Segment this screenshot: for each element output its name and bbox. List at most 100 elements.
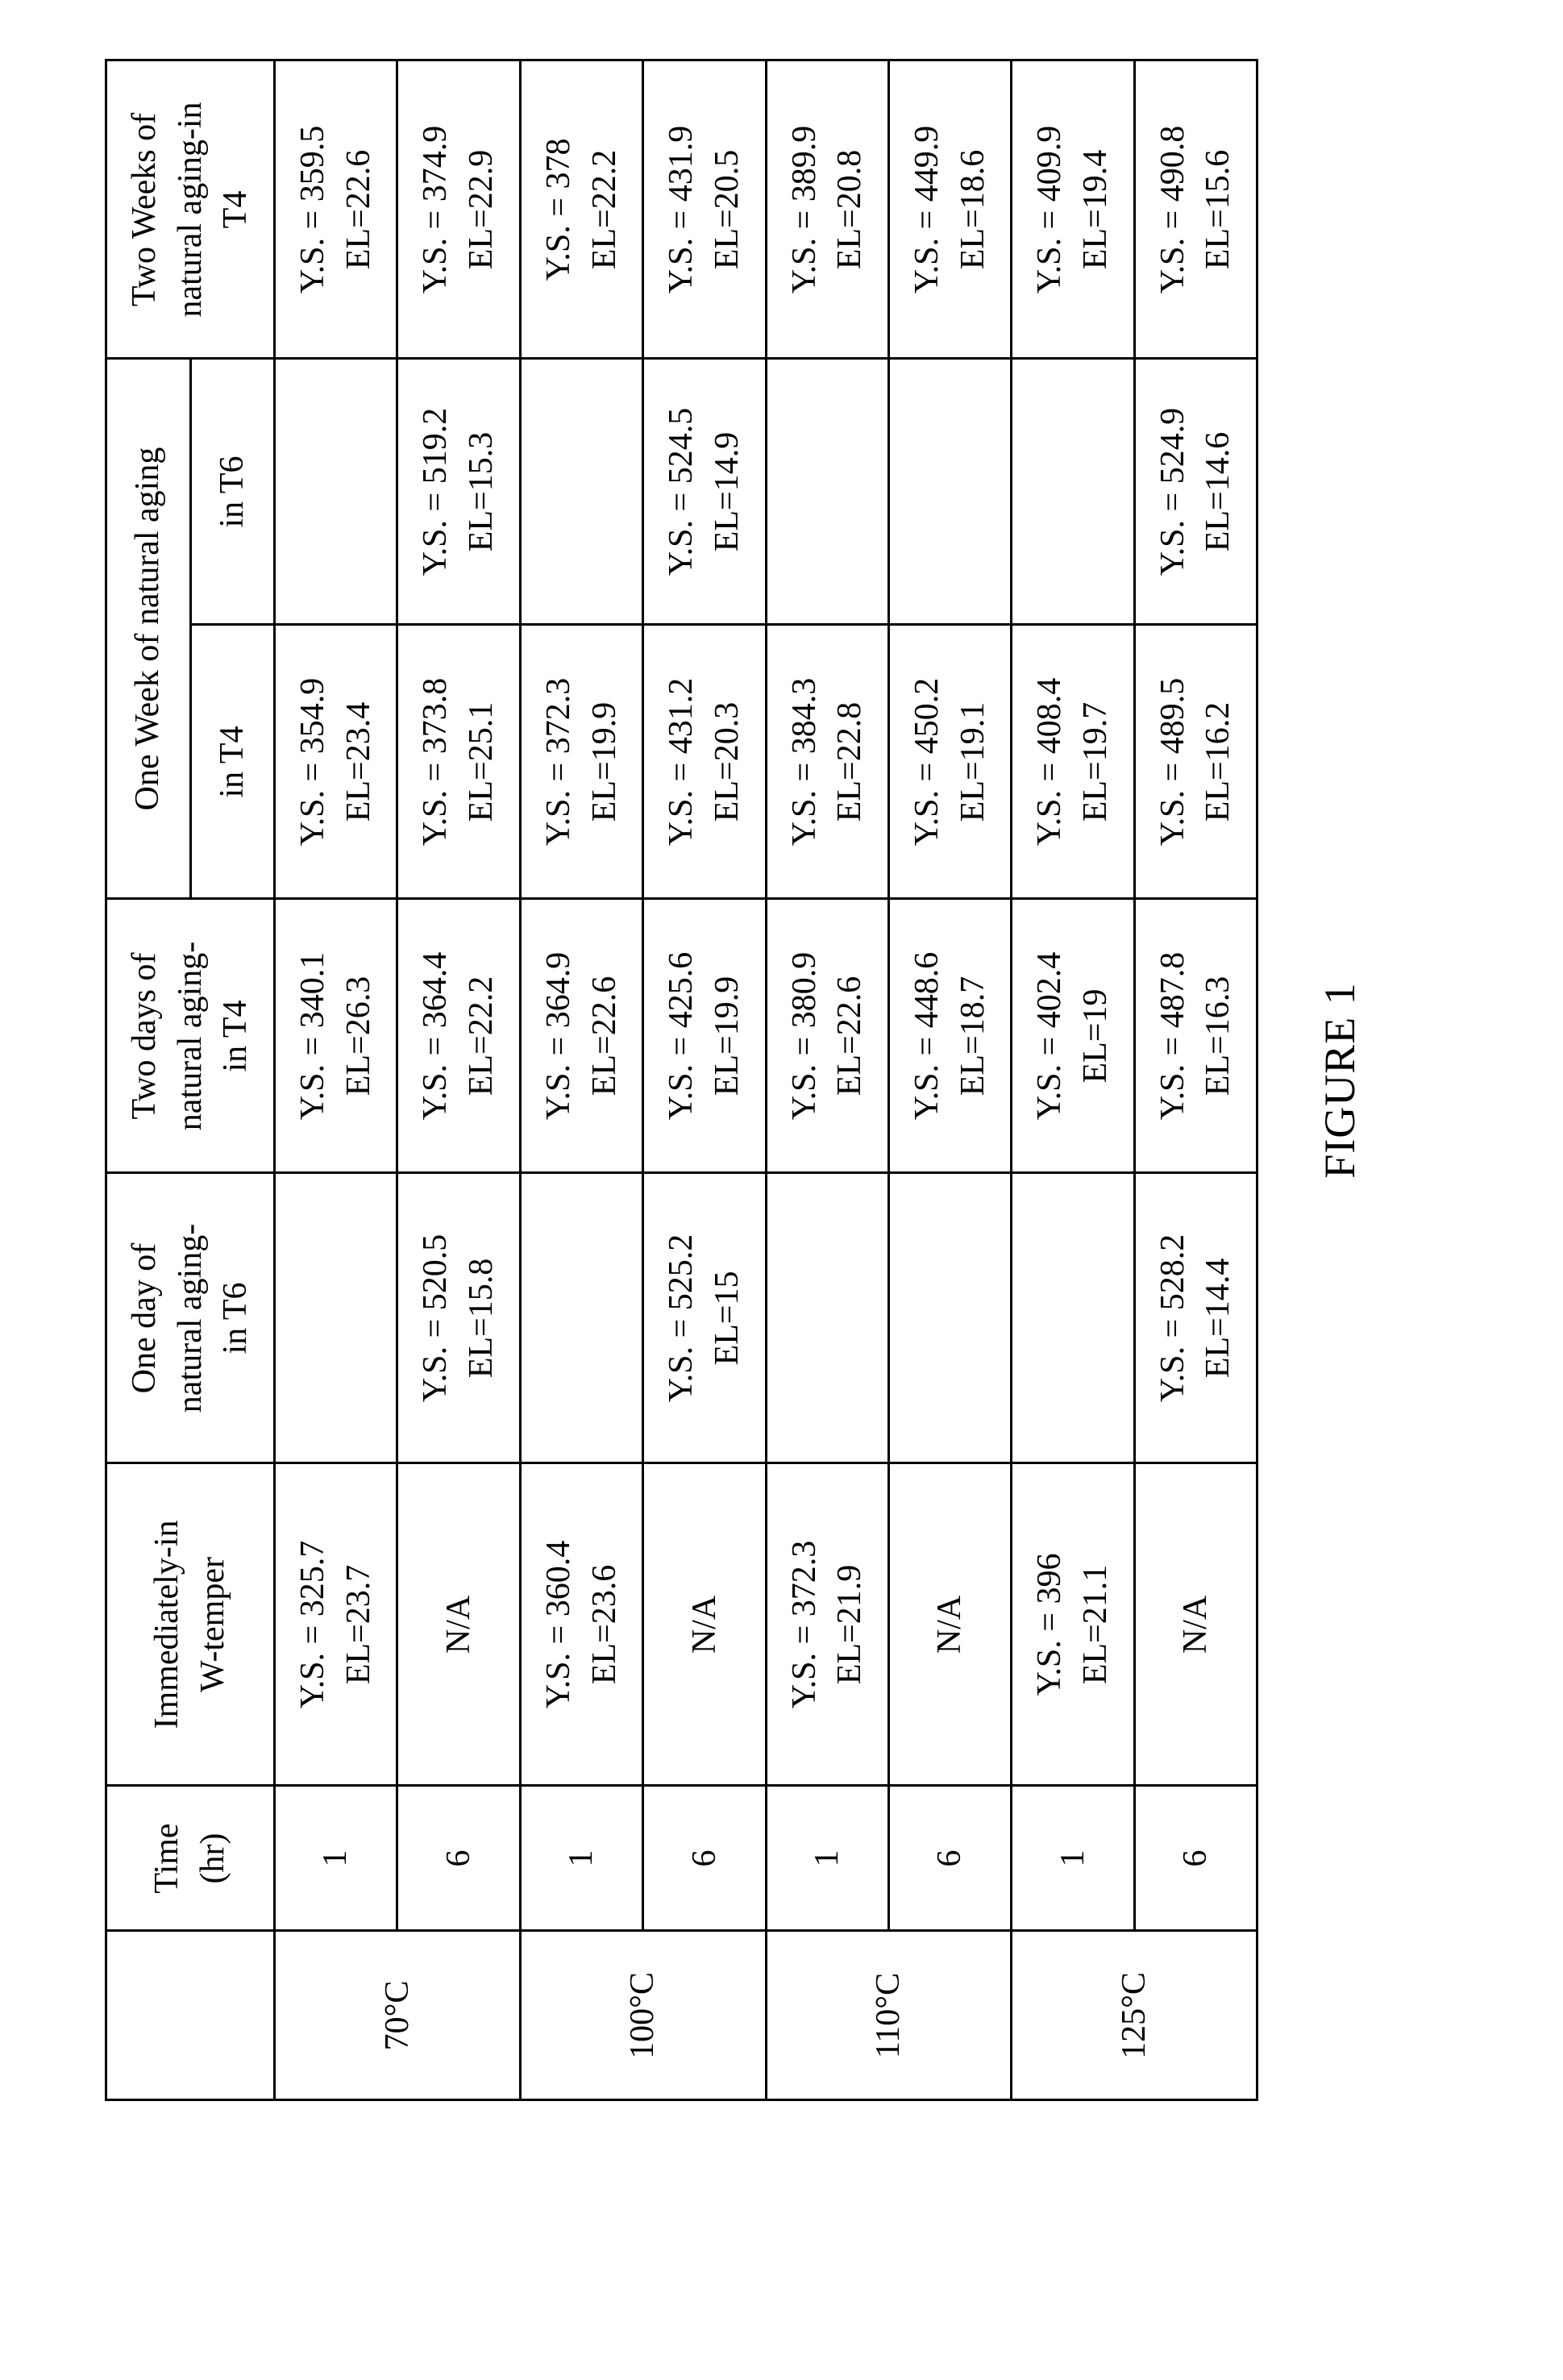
cell-el: EL=14.4 — [1195, 1181, 1241, 1456]
cell-el: EL=26.3 — [336, 907, 382, 1166]
cell-ys: Y.S. = 340.1 — [290, 907, 336, 1166]
cell-one-day-t6 — [888, 1173, 1011, 1463]
cell-temp: 100°C — [520, 1931, 766, 2100]
cell-two-weeks-t4: Y.S. = 378 EL=22.2 — [520, 60, 642, 359]
cell-ys: Y.S. = 359.5 — [290, 69, 336, 352]
cell-time: 6 — [643, 1786, 766, 1931]
cell-ys: Y.S. = 408.4 — [1027, 633, 1073, 892]
cell-time: 1 — [1012, 1786, 1134, 1931]
cell-one-week-t4: Y.S. = 372.3 EL=19.9 — [520, 625, 642, 899]
cell-ys: Y.S. = 402.4 — [1027, 907, 1073, 1166]
cell-time: 1 — [766, 1786, 888, 1931]
cell-two-weeks-t4: Y.S. = 449.9 EL=18.6 — [888, 60, 1011, 359]
header-two-days-t4-l3: in T4 — [217, 1000, 254, 1071]
cell-two-days-t4: Y.S. = 448.6 EL=18.7 — [888, 899, 1011, 1173]
cell-el: EL=15.3 — [459, 367, 505, 618]
cell-temp: 125°C — [1012, 1931, 1257, 2100]
cell-el: EL=21.1 — [1073, 1471, 1119, 1779]
cell-ys: Y.S. = 524.5 — [659, 367, 705, 618]
cell-ys: Y.S. = 431.2 — [659, 633, 705, 892]
cell-two-weeks-t4: Y.S. = 389.9 EL=20.8 — [766, 60, 888, 359]
cell-ys: Y.S. = 524.9 — [1150, 367, 1196, 618]
header-immediate: Immediately-in W-temper — [106, 1463, 275, 1786]
cell-two-weeks-t4: Y.S. = 359.5 EL=22.6 — [275, 60, 397, 359]
cell-ys: Y.S. = 487.8 — [1150, 907, 1196, 1166]
cell-ys: Y.S. = 520.5 — [413, 1181, 459, 1456]
header-two-weeks-t4-l1: Two Weeks of — [126, 113, 163, 306]
cell-ys: Y.S. = 528.2 — [1150, 1181, 1196, 1456]
cell-el: EL=20.5 — [705, 69, 750, 352]
cell-two-days-t4: Y.S. = 364.9 EL=22.6 — [520, 899, 642, 1173]
table-row: 100°C 1 Y.S. = 360.4 EL=23.6 Y.S. = 364.… — [520, 60, 642, 2100]
cell-ys: Y.S. = 489.5 — [1150, 633, 1196, 892]
cell-immediate: Y.S. = 360.4 EL=23.6 — [520, 1463, 642, 1786]
cell-el: EL=22.2 — [459, 907, 505, 1166]
cell-el: EL=15.8 — [459, 1181, 505, 1456]
cell-two-days-t4: Y.S. = 487.8 EL=16.3 — [1134, 899, 1257, 1173]
header-time-l2: (hr) — [194, 1833, 231, 1884]
header-blank — [106, 1931, 275, 2100]
cell-ys: Y.S. = 396 — [1027, 1471, 1073, 1779]
cell-one-week-t6: Y.S. = 524.5 EL=14.9 — [643, 359, 766, 625]
cell-el: EL=21.9 — [827, 1471, 873, 1779]
cell-el: EL=19.9 — [582, 633, 628, 892]
cell-el: EL=25.1 — [459, 633, 505, 892]
header-time-l1: Time — [148, 1823, 185, 1893]
table-row: 6 N/A Y.S. = 448.6 EL=18.7 Y.S. = 450.2 … — [888, 60, 1011, 2100]
cell-two-days-t4: Y.S. = 340.1 EL=26.3 — [275, 899, 397, 1173]
cell-el: EL=18.6 — [950, 69, 996, 352]
cell-ys: Y.S. = 449.9 — [904, 69, 950, 352]
table-row: 125°C 1 Y.S. = 396 EL=21.1 Y.S. = 402.4 … — [1012, 60, 1134, 2100]
table-row: 70°C 1 Y.S. = 325.7 EL=23.7 Y.S. = 340.1… — [275, 60, 397, 2100]
cell-el: EL=22.6 — [336, 69, 382, 352]
header-one-week-t4: in T4 — [190, 625, 275, 899]
cell-el: EL=22.9 — [459, 69, 505, 352]
cell-one-day-t6 — [275, 1173, 397, 1463]
table-row: 110°C 1 Y.S. = 372.3 EL=21.9 Y.S. = 380.… — [766, 60, 888, 2100]
cell-time: 6 — [1134, 1786, 1257, 1931]
cell-el: EL=20.8 — [827, 69, 873, 352]
cell-one-week-t6 — [520, 359, 642, 625]
cell-time: 1 — [275, 1786, 397, 1931]
cell-one-day-t6 — [1012, 1173, 1134, 1463]
header-two-days-t4: Two days of natural aging- in T4 — [106, 899, 275, 1173]
cell-el: EL=15 — [705, 1181, 750, 1456]
cell-one-week-t4: Y.S. = 354.9 EL=23.4 — [275, 625, 397, 899]
cell-ys: Y.S. = 389.9 — [782, 69, 828, 352]
cell-ys: Y.S. = 380.9 — [782, 907, 828, 1166]
cell-ys: Y.S. = 364.4 — [413, 907, 459, 1166]
header-one-week-t6: in T6 — [190, 359, 275, 625]
cell-immediate: N/A — [397, 1463, 520, 1786]
figure-panel-inner: Time (hr) Immediately-in W-temper One da… — [73, 48, 1490, 2112]
header-two-weeks-t4: Two Weeks of natural aging-in T4 — [106, 60, 275, 359]
cell-one-week-t4: Y.S. = 489.5 EL=16.2 — [1134, 625, 1257, 899]
figure-caption: FIGURE 1 — [1315, 982, 1365, 1179]
cell-one-week-t6 — [1012, 359, 1134, 625]
cell-ys: Y.S. = 325.7 — [290, 1471, 336, 1779]
cell-el: EL=23.7 — [336, 1471, 382, 1779]
header-one-day-t6-l2: natural aging- — [172, 1224, 209, 1413]
cell-el: EL=19.1 — [950, 633, 996, 892]
cell-two-days-t4: Y.S. = 380.9 EL=22.6 — [766, 899, 888, 1173]
cell-el: EL=23.6 — [582, 1471, 628, 1779]
cell-ys: Y.S. = 409.9 — [1027, 69, 1073, 352]
cell-one-week-t6 — [888, 359, 1011, 625]
cell-el: EL=14.6 — [1195, 367, 1241, 618]
cell-one-week-t4: Y.S. = 450.2 EL=19.1 — [888, 625, 1011, 899]
cell-ys: Y.S. = 425.6 — [659, 907, 705, 1166]
header-two-days-t4-l1: Two days of — [126, 952, 163, 1119]
cell-one-week-t6: Y.S. = 519.2 EL=15.3 — [397, 359, 520, 625]
cell-one-week-t4: Y.S. = 431.2 EL=20.3 — [643, 625, 766, 899]
header-one-week-group: One Week of natural aging — [106, 359, 191, 899]
cell-el: EL=19.7 — [1073, 633, 1119, 892]
header-two-weeks-t4-l3: T4 — [217, 191, 254, 229]
cell-temp: 70°C — [275, 1931, 521, 2100]
cell-two-weeks-t4: Y.S. = 374.9 EL=22.9 — [397, 60, 520, 359]
cell-immediate: Y.S. = 372.3 EL=21.9 — [766, 1463, 888, 1786]
cell-ys: Y.S. = 519.2 — [413, 367, 459, 618]
cell-el: EL=23.4 — [336, 633, 382, 892]
cell-el: EL=14.9 — [705, 367, 750, 618]
cell-ys: Y.S. = 384.3 — [782, 633, 828, 892]
cell-two-days-t4: Y.S. = 425.6 EL=19.9 — [643, 899, 766, 1173]
cell-temp: 110°C — [766, 1931, 1012, 2100]
